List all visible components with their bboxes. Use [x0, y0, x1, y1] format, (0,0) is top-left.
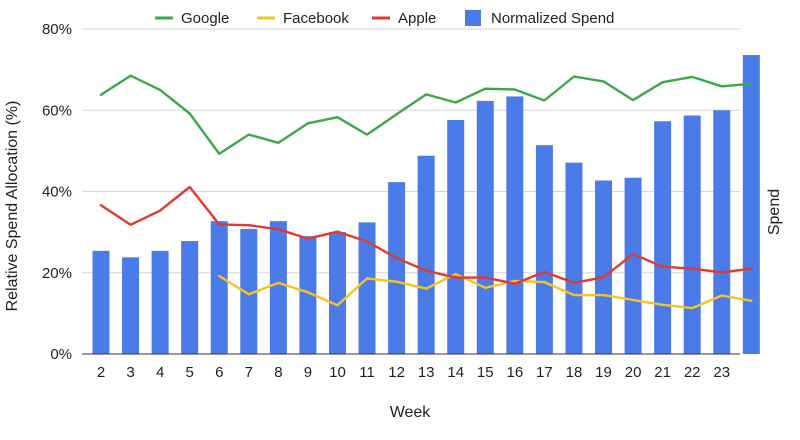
bar: [151, 250, 169, 354]
x-tick-label: 11: [359, 364, 375, 381]
series-line: [218, 272, 753, 310]
x-tick-label: 16: [506, 364, 523, 381]
x-tick-label: 21: [654, 364, 671, 381]
x-tick-label: 17: [536, 364, 553, 381]
legend: Google Facebook Apple Normalized Spend: [155, 10, 614, 27]
bar: [299, 236, 317, 354]
series-line: [99, 74, 753, 155]
legend-label: Facebook: [283, 10, 349, 27]
bar-series: [92, 55, 760, 354]
x-tick-label: 13: [418, 364, 435, 381]
x-tick-label: 12: [388, 364, 405, 381]
bar: [535, 145, 553, 354]
bar: [388, 182, 406, 354]
y-tick-label: 20%: [42, 265, 72, 282]
x-tick-label: 10: [329, 364, 346, 381]
y-axis-title: Relative Spend Allocation (%): [4, 101, 21, 312]
x-tick-label: 14: [447, 364, 464, 381]
bar: [447, 120, 465, 354]
series-line: [99, 185, 753, 285]
bar: [269, 221, 287, 354]
legend-label: Normalized Spend: [491, 10, 614, 27]
x-axis-title: Week: [390, 404, 432, 421]
bar: [210, 221, 228, 354]
bar: [506, 96, 524, 354]
x-tick-label: 8: [274, 364, 282, 381]
bar: [683, 115, 701, 354]
y-tick-label: 40%: [42, 184, 72, 201]
bar: [240, 228, 258, 354]
x-tick-label: 7: [245, 364, 253, 381]
bar: [181, 241, 199, 354]
legend-swatch: [465, 10, 481, 26]
x-axis-ticks: 2 3 4 5 6 7 8 9 10 11 12 13 14 15 16 17 18 19 20 21 22 23: [97, 364, 730, 381]
x-tick-label: 9: [304, 364, 312, 381]
y-axis-ticks: 0% 20% 40% 60% 80%: [42, 21, 72, 363]
bar: [595, 180, 613, 354]
bar: [476, 100, 494, 354]
x-tick-label: 4: [156, 364, 164, 381]
bar: [565, 162, 583, 354]
x-tick-label: 15: [477, 364, 494, 381]
legend-label: Google: [181, 10, 229, 27]
bar: [122, 257, 140, 354]
y2-axis-title: Spend: [766, 189, 783, 235]
bar: [417, 155, 435, 354]
bar: [713, 110, 731, 354]
x-tick-label: 19: [595, 364, 612, 381]
x-tick-label: 5: [186, 364, 194, 381]
bar: [328, 232, 346, 354]
bar: [624, 177, 642, 354]
y-tick-label: 0%: [50, 346, 72, 363]
bar: [742, 55, 760, 354]
bar: [92, 250, 110, 354]
x-tick-label: 3: [126, 364, 134, 381]
x-tick-label: 22: [684, 364, 701, 381]
line-series: [99, 74, 753, 310]
y-tick-label: 80%: [42, 21, 72, 38]
bar: [654, 121, 672, 354]
x-tick-label: 20: [625, 364, 642, 381]
x-tick-label: 23: [713, 364, 730, 381]
legend-label: Apple: [398, 10, 436, 27]
y-tick-label: 60%: [42, 102, 72, 119]
x-tick-label: 6: [215, 364, 223, 381]
x-tick-label: 18: [566, 364, 583, 381]
x-tick-label: 2: [97, 364, 105, 381]
bar: [358, 222, 376, 354]
